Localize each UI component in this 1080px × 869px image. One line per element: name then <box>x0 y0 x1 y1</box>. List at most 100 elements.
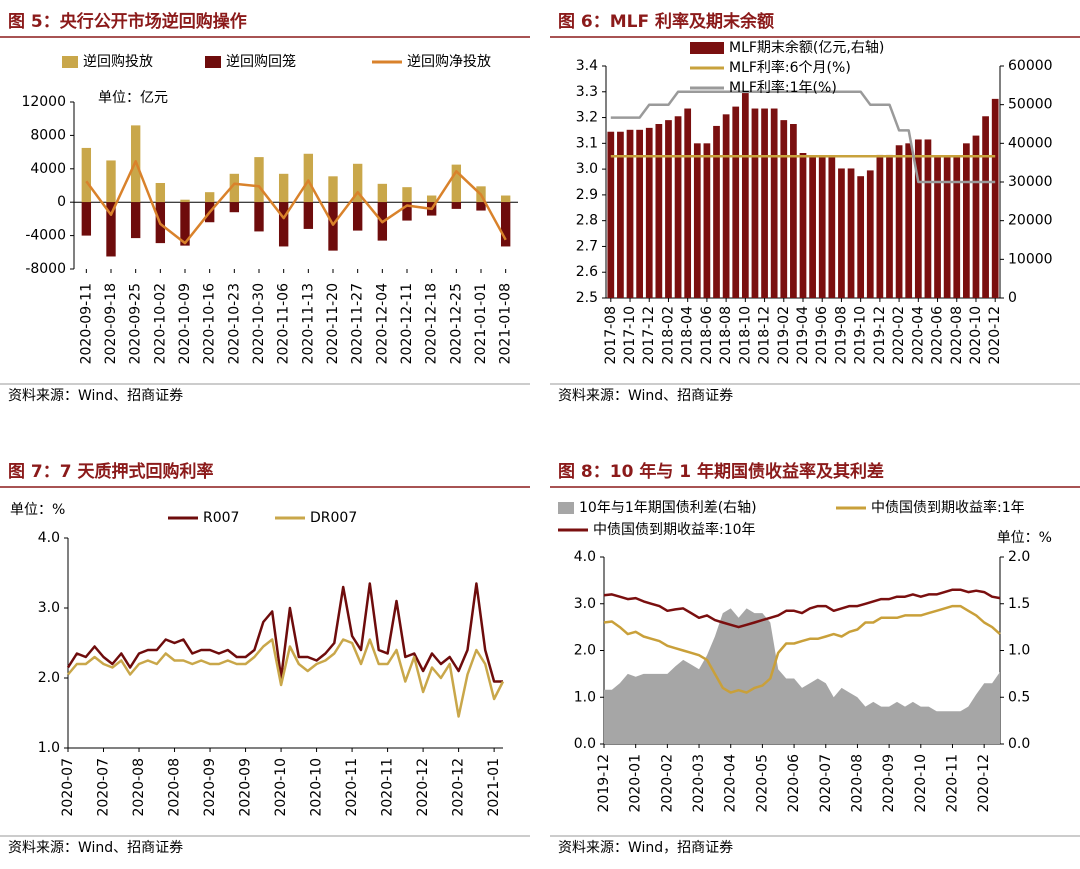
bar <box>106 160 116 203</box>
line <box>603 604 1001 694</box>
bar <box>713 125 720 298</box>
x-tick-label: 2019-08 <box>833 306 849 365</box>
chart-title: 图 6：MLF 利率及期末余额 <box>558 11 774 32</box>
unit-note: 单位：% <box>997 530 1052 546</box>
x-tick-label: 2020-11-06 <box>276 283 292 364</box>
source: 资料来源：Wind、招商证券 <box>8 388 183 404</box>
bar <box>722 114 730 298</box>
chart-title: 图 7：7 天质押式回购利率 <box>8 461 214 482</box>
x-tick-label: 2020-11 <box>944 754 960 813</box>
legend-label: 逆回购投放 <box>83 54 153 70</box>
y-tick-label: 2.0 <box>574 643 596 659</box>
x-tick-label: 2020-05 <box>754 754 770 813</box>
x-tick-label: 2020-12 <box>415 758 431 817</box>
bar <box>703 143 711 298</box>
bar <box>953 156 961 298</box>
x-tick-label: 2020-10 <box>968 306 984 365</box>
x-tick-label: 2018-08 <box>718 306 734 365</box>
x-tick-label: 2020-12 <box>987 306 1003 365</box>
bar <box>476 202 486 211</box>
bar <box>905 143 913 298</box>
x-tick-label: 2019-04 <box>795 306 811 365</box>
y-tick-label: 4.0 <box>38 530 60 546</box>
line <box>67 638 505 718</box>
bar <box>780 120 788 298</box>
legend-label: MLF期末余额(亿元,右轴) <box>729 39 884 56</box>
y2-tick-label: 60000 <box>1008 58 1053 74</box>
y2-tick-label: 0.0 <box>1008 736 1030 752</box>
x-tick-label: 2019-12 <box>596 754 612 813</box>
x-tick-label: 2018-06 <box>699 306 715 365</box>
unit-note: 单位：% <box>10 502 65 518</box>
bar <box>180 199 190 203</box>
bar <box>229 202 240 213</box>
x-tick-label: 2020-04 <box>723 754 739 813</box>
legend-label: MLF利率:6个月(%) <box>729 59 851 76</box>
x-tick-label: 2020-09-18 <box>103 283 119 364</box>
bar <box>617 131 624 298</box>
y2-tick-label: 30000 <box>1008 174 1053 190</box>
x-tick-label: 2017-10 <box>622 306 638 365</box>
x-tick-label: 2020-12-18 <box>424 283 440 364</box>
x-tick-label: 2020-10 <box>273 758 289 817</box>
x-tick-label: 2020-06 <box>930 306 946 365</box>
y-tick-label: 0.0 <box>574 736 596 752</box>
bar <box>770 108 778 299</box>
y-tick-label: 0 <box>57 194 66 210</box>
bar <box>665 120 672 298</box>
bar <box>180 202 190 246</box>
x-tick-label: 2019-12 <box>872 306 888 365</box>
x-tick-label: 2020-11-20 <box>325 283 341 364</box>
bar <box>809 156 816 298</box>
legend-marker <box>690 42 724 54</box>
legend-label: 10年与1年期国债利差(右轴) <box>579 500 757 516</box>
y-tick-label: 1.0 <box>38 740 60 756</box>
chart-title: 图 5：央行公开市场逆回购操作 <box>8 11 247 32</box>
y2-tick-label: 0 <box>1008 290 1017 306</box>
bar <box>500 202 511 247</box>
x-tick-label: 2020-12 <box>976 754 992 813</box>
x-tick-label: 2021-01-01 <box>473 283 489 364</box>
x-tick-label: 2020-01 <box>628 754 644 813</box>
bar <box>972 135 980 298</box>
bar <box>934 156 941 298</box>
line <box>66 582 503 683</box>
bar <box>761 108 768 299</box>
bar <box>876 154 884 298</box>
bar <box>402 202 412 221</box>
y-tick-label: 3.0 <box>576 161 598 177</box>
bar <box>943 156 951 298</box>
bar <box>451 164 462 203</box>
bar <box>857 176 865 298</box>
chart-title: 图 8：10 年与 1 年期国债收益率及其利差 <box>558 461 884 482</box>
line <box>603 588 1001 629</box>
bar <box>991 98 999 298</box>
x-tick-label: 2020-12-04 <box>374 283 390 364</box>
x-tick-label: 2018-10 <box>737 306 753 365</box>
y-tick-label: 3.2 <box>576 110 598 126</box>
y2-tick-label: 40000 <box>1008 135 1053 151</box>
source: 资料来源：Wind，招商证券 <box>558 840 733 856</box>
bar <box>818 156 826 298</box>
y-tick-label: 4.0 <box>574 549 596 565</box>
bar <box>81 202 92 236</box>
line <box>85 160 507 245</box>
y-tick-label: 2.0 <box>38 670 60 686</box>
x-tick-label: 2018-12 <box>757 306 773 365</box>
bar <box>155 182 166 203</box>
x-tick-label: 2020-09-25 <box>128 283 144 364</box>
bar <box>914 139 922 298</box>
x-tick-label: 2021-01 <box>486 758 502 817</box>
bar <box>278 202 289 247</box>
x-tick-label: 2020-11-13 <box>300 283 316 364</box>
bar <box>352 163 363 203</box>
y2-tick-label: 20000 <box>1008 213 1053 229</box>
bar <box>924 139 932 298</box>
y-tick-label: 3.3 <box>576 84 598 100</box>
legend-marker <box>558 502 574 514</box>
bar <box>693 143 701 298</box>
bar <box>377 183 388 203</box>
y-tick-label: -8000 <box>25 261 66 277</box>
source: 资料来源：Wind、招商证券 <box>8 840 183 856</box>
line <box>610 90 996 184</box>
